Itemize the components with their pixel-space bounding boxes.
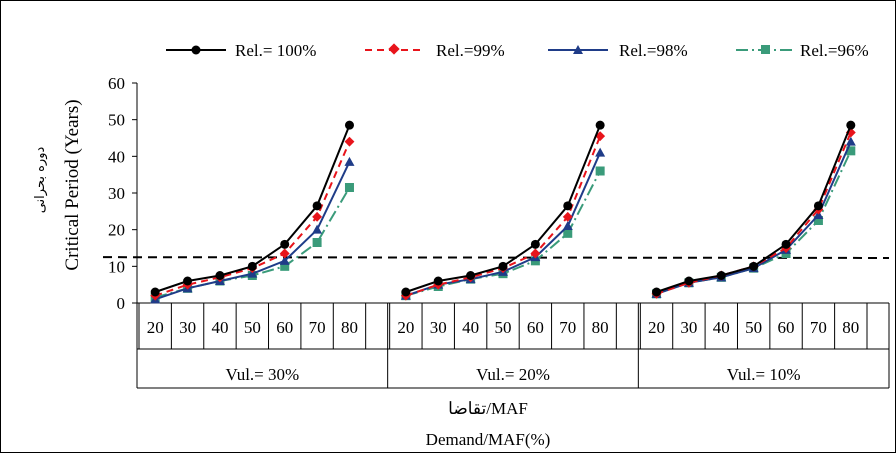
legend-marker-rel-98 xyxy=(573,45,583,54)
x-tick-label: 20 xyxy=(147,318,164,337)
x-tick-label: 70 xyxy=(559,318,576,337)
x-tick-label: 30 xyxy=(430,318,447,337)
data-point xyxy=(312,211,323,222)
data-point xyxy=(312,224,323,234)
data-point xyxy=(466,271,476,280)
data-point xyxy=(652,287,662,297)
data-point xyxy=(433,276,443,286)
data-point xyxy=(749,261,759,271)
data-point xyxy=(280,261,290,271)
data-point xyxy=(530,239,540,249)
y-tick-label: 40 xyxy=(108,147,125,166)
x-tick-label: 50 xyxy=(495,318,512,337)
group-label: Vul.= 30% xyxy=(225,365,299,384)
data-point xyxy=(215,271,225,280)
data-point xyxy=(562,211,573,222)
x-axis-label-fa: تقاضا/MAF xyxy=(448,399,528,418)
legend-marker-rel-99 xyxy=(388,43,400,55)
data-point xyxy=(595,147,606,157)
y-tick-label: 0 xyxy=(117,294,126,313)
x-tick-label: 50 xyxy=(745,318,762,337)
x-tick-label: 30 xyxy=(179,318,196,337)
y-tick-label: 50 xyxy=(108,111,125,130)
data-point xyxy=(813,210,824,219)
data-point xyxy=(150,287,160,297)
x-tick-label: 80 xyxy=(341,318,358,337)
data-point xyxy=(813,201,823,211)
data-point xyxy=(595,166,605,176)
x-tick-label: 30 xyxy=(680,318,697,337)
data-point xyxy=(781,239,791,249)
legend-marker-rel-100 xyxy=(191,45,201,55)
data-point xyxy=(813,216,823,225)
x-tick-label: 60 xyxy=(527,318,544,337)
x-tick-label: 40 xyxy=(462,318,479,337)
legend-label-rel-96: Rel.=96% xyxy=(800,41,869,60)
data-point xyxy=(562,221,573,230)
threshold-line xyxy=(102,256,890,259)
x-tick-label: 20 xyxy=(648,318,665,337)
y-tick-label: 60 xyxy=(108,74,125,93)
y-tick-label: 10 xyxy=(108,257,125,276)
y-axis-label: Critical Period (Years) xyxy=(62,99,83,270)
data-point xyxy=(563,201,573,211)
data-point xyxy=(344,136,355,147)
legend-label-rel-98: Rel.=98% xyxy=(619,41,688,60)
x-tick-label: 40 xyxy=(713,318,730,337)
x-axis-label: Demand/MAF(%) xyxy=(426,430,551,449)
legend-label-rel-100: Rel.= 100% xyxy=(235,41,316,60)
plot-area: 0 10 20 30 40 50 60 20 30 40 50 60 70 80 Vul.= 30% 20 30… xyxy=(102,74,890,389)
y-tick-label: 30 xyxy=(108,184,125,203)
data-point xyxy=(247,268,258,278)
data-point xyxy=(344,120,354,130)
x-tick-label: 80 xyxy=(592,318,609,337)
x-tick-label: 80 xyxy=(842,318,859,337)
y-tick-label: 20 xyxy=(108,221,125,240)
data-point xyxy=(401,287,411,297)
x-tick-label: 20 xyxy=(397,318,414,337)
data-point xyxy=(279,248,290,259)
x-tick-label: 40 xyxy=(211,318,228,337)
data-point xyxy=(716,271,726,280)
data-point xyxy=(563,228,573,238)
legend-label-rel-99: Rel.=99% xyxy=(436,41,505,60)
y-axis-label-fa: دوره بحرانی xyxy=(33,147,48,214)
group-label: Vul.= 10% xyxy=(727,365,801,384)
x-tick-label: 70 xyxy=(810,318,827,337)
data-point xyxy=(498,261,508,271)
data-point xyxy=(595,120,605,130)
x-tick-label: 60 xyxy=(276,318,293,337)
group-label: Vul.= 20% xyxy=(476,365,550,384)
data-point xyxy=(846,146,856,156)
data-point xyxy=(312,201,322,211)
data-point xyxy=(344,156,355,166)
legend-marker-rel-96 xyxy=(761,45,770,54)
data-point xyxy=(312,238,322,247)
legend: Rel.= 100% Rel.=99% Rel.=98% Rel.=96% xyxy=(166,41,869,60)
x-tick-label: 50 xyxy=(244,318,261,337)
data-point xyxy=(684,276,694,286)
x-tick-label: 60 xyxy=(778,318,795,337)
data-point xyxy=(845,136,856,146)
data-point xyxy=(530,248,541,259)
data-point xyxy=(183,276,193,286)
data-point xyxy=(247,261,257,271)
x-tick-label: 70 xyxy=(309,318,326,337)
data-point xyxy=(846,120,856,130)
data-point xyxy=(280,239,290,249)
data-point xyxy=(344,183,354,192)
data-point xyxy=(279,255,290,265)
